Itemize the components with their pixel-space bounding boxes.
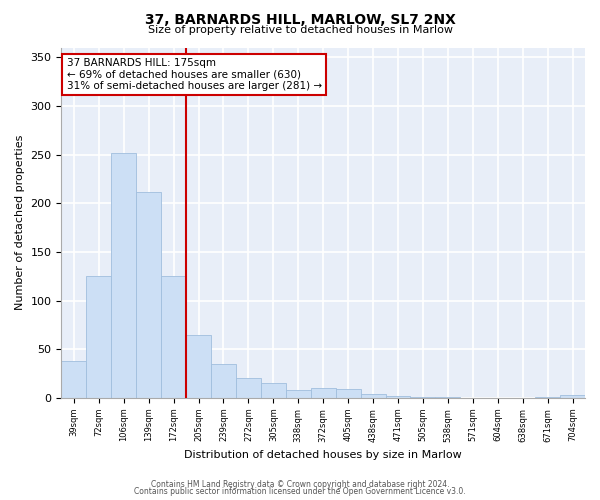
Bar: [236, 378, 261, 398]
Bar: [311, 388, 335, 398]
Bar: [560, 395, 585, 398]
Bar: [161, 276, 186, 398]
Bar: [535, 397, 560, 398]
Text: Size of property relative to detached houses in Marlow: Size of property relative to detached ho…: [148, 25, 452, 35]
Text: Contains public sector information licensed under the Open Government Licence v3: Contains public sector information licen…: [134, 487, 466, 496]
Bar: [136, 192, 161, 398]
Y-axis label: Number of detached properties: Number of detached properties: [15, 135, 25, 310]
X-axis label: Distribution of detached houses by size in Marlow: Distribution of detached houses by size …: [184, 450, 462, 460]
Text: Contains HM Land Registry data © Crown copyright and database right 2024.: Contains HM Land Registry data © Crown c…: [151, 480, 449, 489]
Bar: [386, 396, 410, 398]
Bar: [361, 394, 386, 398]
Bar: [335, 389, 361, 398]
Bar: [61, 361, 86, 398]
Text: 37, BARNARDS HILL, MARLOW, SL7 2NX: 37, BARNARDS HILL, MARLOW, SL7 2NX: [145, 12, 455, 26]
Bar: [86, 276, 111, 398]
Bar: [111, 152, 136, 398]
Bar: [261, 384, 286, 398]
Text: 37 BARNARDS HILL: 175sqm
← 69% of detached houses are smaller (630)
31% of semi-: 37 BARNARDS HILL: 175sqm ← 69% of detach…: [67, 58, 322, 91]
Bar: [286, 390, 311, 398]
Bar: [186, 334, 211, 398]
Bar: [211, 364, 236, 398]
Bar: [436, 397, 460, 398]
Bar: [410, 397, 436, 398]
